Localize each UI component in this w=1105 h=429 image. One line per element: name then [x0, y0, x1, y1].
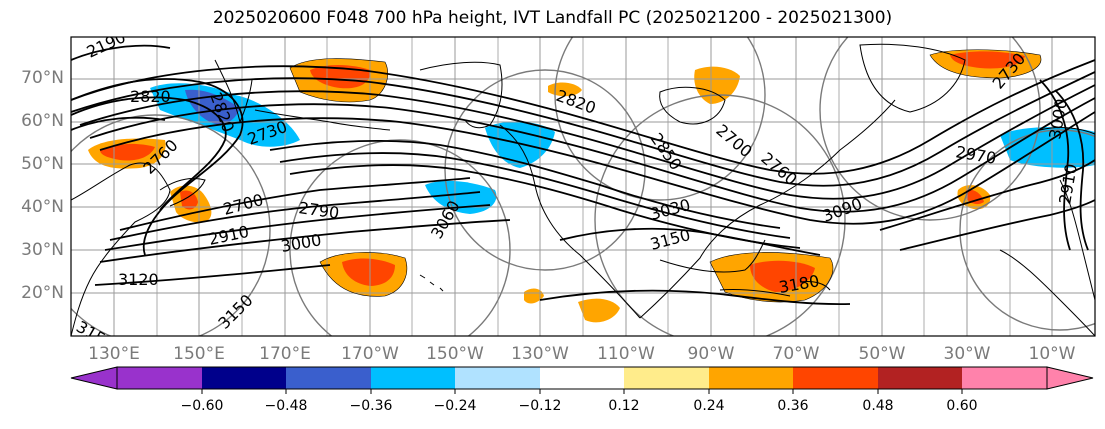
colorbar-tick-label: 0.48: [862, 398, 894, 414]
contour-line: [559, 227, 821, 256]
contour-label: 2820: [130, 87, 171, 106]
ivt-positive-core: [966, 189, 984, 205]
ivt-positive-core: [310, 65, 371, 89]
ivt-positive-core: [950, 51, 1025, 69]
colorbar-tick-label: 0.24: [693, 398, 725, 414]
contour-line: [1039, 79, 1071, 251]
map-title: 2025020600 F048 700 hPa height, IVT Land…: [212, 8, 893, 28]
colorbar-cell: [793, 367, 878, 389]
lon-label: 110°W: [597, 344, 655, 364]
north-america-west-coast: [499, 124, 641, 319]
colorbar-tick-label: −0.36: [349, 398, 393, 414]
contour-line: [71, 96, 227, 211]
contour-line: [99, 219, 511, 263]
coastlines: [71, 43, 1095, 336]
contour-line: [94, 264, 331, 286]
contour-line: [99, 111, 1095, 225]
colorbar-cell: [962, 367, 1047, 389]
landfall-circles: [71, 37, 1095, 336]
lat-label-40n: 40°N: [21, 197, 64, 217]
contour-line: [71, 116, 166, 131]
colorbar-cell: [878, 367, 962, 389]
graticule: [71, 37, 1095, 336]
contour-line: [89, 97, 1095, 213]
lon-label: 130°E: [88, 344, 140, 364]
contour-line: [71, 78, 244, 256]
greenland-coastline: [859, 43, 966, 113]
contour-line: [269, 139, 781, 229]
contour-line: [1054, 89, 1089, 251]
colorbar-cell: [286, 367, 371, 389]
contour-line: [279, 152, 791, 239]
colorbar-tick-label: 0.12: [608, 398, 640, 414]
ivt-positive-region: [524, 288, 544, 304]
colorbar-tick-label: −0.24: [433, 398, 477, 414]
contour-line: [79, 84, 1095, 200]
lat-label-60n: 60°N: [21, 111, 64, 131]
contour-label: 3120: [118, 270, 159, 289]
colorbar-tick-label: 0.60: [946, 398, 978, 414]
ivt-positive-core: [750, 260, 815, 292]
caribbean-islands: [719, 281, 831, 297]
gulf-coast: [659, 239, 766, 273]
lon-label: 70°W: [772, 344, 820, 364]
contour-line: [71, 44, 171, 61]
lon-label: 10°W: [1028, 344, 1076, 364]
lat-label-30n: 30°N: [21, 240, 64, 260]
lon-label: 130°W: [511, 344, 569, 364]
colorbar-right-arrow: [1046, 366, 1094, 390]
lon-label: 170°W: [341, 344, 399, 364]
lon-label: 150°E: [173, 344, 225, 364]
ivt-positive-region: [578, 298, 620, 323]
asia-coastline: [71, 162, 171, 336]
map-panel: 2190 2820 2820 2730 2760 2700 2790 2910 …: [71, 37, 1095, 336]
colorbar-tick-label: −0.12: [518, 398, 562, 414]
lat-label-20n: 20°N: [21, 283, 64, 303]
contour-line: [71, 71, 1095, 187]
lat-label-70n: 70°N: [21, 68, 64, 88]
colorbar-cell: [709, 367, 793, 389]
ivt-negative-region: [485, 121, 555, 168]
alaska-coastline: [419, 61, 503, 129]
contour-line: [539, 289, 851, 306]
contour-line: [879, 159, 1095, 231]
colorbar-cell: [455, 367, 540, 389]
colorbar: [70, 366, 1094, 394]
lon-label: 50°W: [858, 344, 906, 364]
map-frame: [70, 36, 1096, 337]
africa-coastline: [999, 249, 1095, 336]
colorbar-cell: [624, 367, 709, 389]
ivt-outlines: [289, 49, 1042, 303]
hawaii-islands: [419, 274, 444, 292]
north-america-east-coast: [639, 99, 896, 319]
lon-label: 30°W: [943, 344, 991, 364]
colorbar-left-arrow: [70, 366, 118, 390]
colorbar-cell: [371, 367, 455, 389]
japan-coastline: [159, 177, 206, 207]
lon-label: 170°E: [259, 344, 311, 364]
colorbar-cell: [202, 367, 286, 389]
ivt-positive-core: [180, 190, 198, 210]
aleutian-islands: [254, 109, 391, 131]
contour-line: [119, 177, 471, 231]
colorbar-cell: [540, 367, 624, 389]
colorbar-tick-label: −0.60: [180, 398, 224, 414]
ivt-positive-core: [342, 258, 395, 286]
ivt-positive-region: [548, 82, 582, 97]
lon-label: 150°W: [426, 344, 484, 364]
height-contours: [71, 44, 1095, 306]
colorbar-tick-label: −0.48: [264, 398, 308, 414]
contour-line: [109, 191, 481, 241]
lon-label: 90°W: [687, 344, 735, 364]
lat-label-50n: 50°N: [21, 154, 64, 174]
contour-line: [104, 204, 491, 251]
colorbar-tick-label: 0.36: [777, 398, 809, 414]
hudson-bay: [659, 86, 726, 125]
colorbar-cell: [117, 367, 202, 389]
contour-line: [71, 59, 1095, 175]
